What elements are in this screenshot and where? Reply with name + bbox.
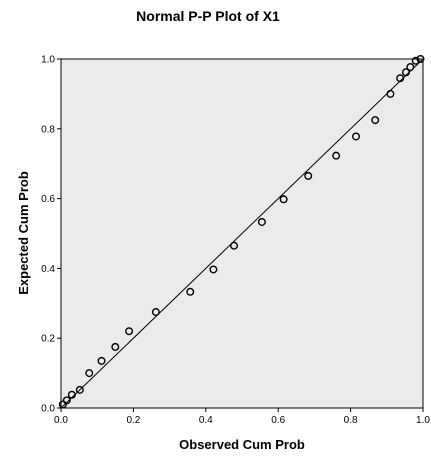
data-point: [332, 151, 341, 160]
data-point: [416, 55, 425, 64]
data-point: [304, 171, 313, 180]
data-point: [111, 342, 120, 351]
x-tick-label: 1.0: [416, 415, 430, 426]
data-point: [396, 74, 405, 83]
data-point: [97, 356, 106, 365]
x-tick-label: 0.2: [126, 415, 140, 426]
x-tick-label: 0.6: [271, 415, 285, 426]
data-point: [209, 265, 218, 274]
data-points: [58, 55, 425, 409]
y-tick-label: 1.0: [41, 55, 55, 66]
x-tick-label: 0.4: [199, 415, 213, 426]
data-point: [257, 217, 266, 226]
y-axis-ticks: 0.0 0.2 0.4 0.6 0.8 1.0: [41, 55, 61, 415]
data-point: [67, 390, 76, 399]
x-tick-label: 0.0: [54, 415, 68, 426]
y-axis-label: Expected Cum Prob: [16, 171, 31, 295]
y-tick-label: 0.6: [41, 194, 55, 205]
x-tick-label: 0.8: [344, 415, 358, 426]
data-point: [75, 385, 84, 394]
data-point: [151, 308, 160, 317]
data-point: [371, 116, 380, 125]
data-point: [352, 132, 361, 141]
data-point: [125, 327, 134, 336]
data-point: [186, 287, 195, 296]
chart-title: Normal P-P Plot of X1: [136, 8, 280, 24]
x-axis-ticks: 0.0 0.2 0.4 0.6 0.8 1.0: [54, 408, 430, 426]
data-point: [62, 396, 71, 405]
y-tick-label: 0.0: [41, 404, 55, 415]
y-tick-label: 0.8: [41, 124, 55, 135]
y-tick-label: 0.2: [41, 334, 55, 345]
data-point: [406, 63, 415, 72]
data-point: [85, 369, 94, 378]
data-point: [279, 195, 288, 204]
y-tick-label: 0.4: [41, 264, 55, 275]
reference-line: [60, 58, 424, 409]
data-point: [230, 241, 239, 250]
data-point: [411, 56, 420, 65]
data-point: [386, 89, 395, 98]
data-point: [58, 400, 67, 409]
x-axis-label: Observed Cum Prob: [179, 437, 305, 452]
data-point: [401, 68, 410, 77]
